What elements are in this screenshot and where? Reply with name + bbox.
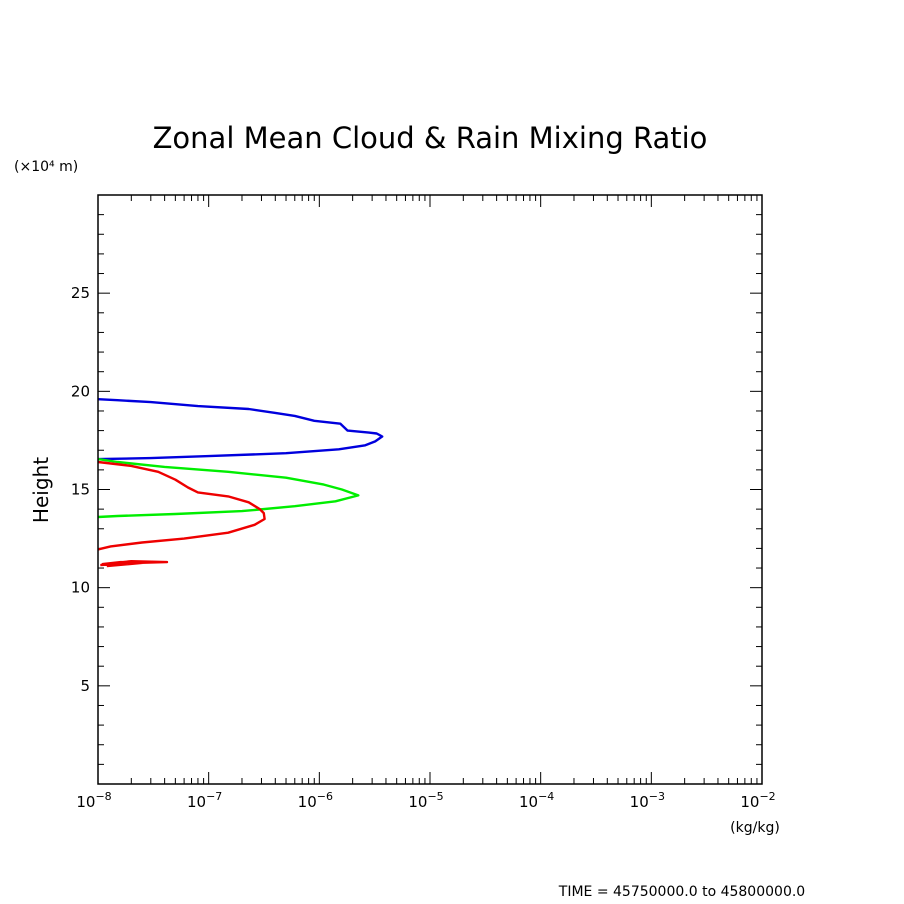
- x-tick-label: 10−5: [408, 790, 443, 811]
- series-line-green: [97, 457, 360, 519]
- time-footer: TIME = 45750000.0 to 45800000.0: [558, 884, 805, 900]
- chart-title: Zonal Mean Cloud & Rain Mixing Ratio: [153, 121, 708, 155]
- x-tick-label: 10−6: [298, 790, 333, 811]
- plot-frame: [97, 194, 763, 785]
- series-line-blue: [97, 398, 384, 461]
- y-axis-title: Height: [29, 457, 53, 523]
- x-tick-label: 10−7: [187, 790, 222, 811]
- y-tick-label: 25: [71, 284, 90, 302]
- x-tick-labels: 10−8 10−7 10−6 10−5 10−4 10−3 10−2: [76, 790, 775, 811]
- x-axis-unit: (kg/kg): [730, 820, 780, 836]
- x-tick-label: 10−4: [519, 790, 554, 811]
- x-tick-label: 10−8: [76, 790, 111, 811]
- y-tick-label: 20: [71, 382, 90, 400]
- major-ticks: [98, 195, 762, 784]
- series-layer: [97, 398, 384, 568]
- y-tick-label: 5: [80, 677, 90, 695]
- x-tick-label: 10−3: [630, 790, 665, 811]
- minor-ticks: [98, 195, 762, 784]
- y-axis-unit: (×10⁴ m): [14, 159, 78, 175]
- x-tick-label: 10−2: [740, 790, 775, 811]
- y-tick-labels: 5 10 15 20 25: [71, 284, 90, 695]
- series-line-red: [97, 460, 266, 551]
- y-tick-label: 15: [71, 481, 90, 499]
- y-tick-label: 10: [71, 579, 90, 597]
- series-line-red-lower: [100, 560, 169, 568]
